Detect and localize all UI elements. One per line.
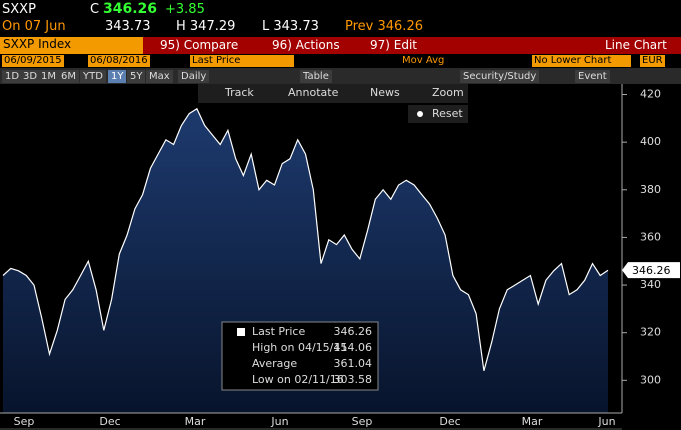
- edit[interactable]: 97) Edit: [370, 38, 418, 52]
- area: [3, 108, 608, 414]
- high: H 347.29: [176, 19, 236, 34]
- y-tick-label: 360: [640, 230, 661, 243]
- x-tick-label: Jun: [597, 415, 615, 428]
- tool-track[interactable]: Track: [224, 86, 254, 99]
- study[interactable]: Mov Avg: [400, 55, 447, 67]
- button[interactable]: 3D: [20, 70, 41, 83]
- last-value: 346.26: [632, 264, 671, 277]
- ticker: SXXP: [2, 2, 36, 17]
- currency[interactable]: EUR: [640, 55, 665, 67]
- price: 346.26: [103, 1, 158, 17]
- button[interactable]: Event: [575, 70, 610, 83]
- button[interactable]: Security/Study: [460, 70, 540, 83]
- button-bar: 1D 3D 1M 6M YTD 1Y 5Y Max Daily Table Security/Stu…: [0, 68, 681, 84]
- legend-row-label: Average: [252, 357, 297, 370]
- button[interactable]: Daily: [178, 70, 210, 83]
- legend-row-value: 303.58: [334, 373, 373, 386]
- open: 343.73: [105, 19, 151, 34]
- security[interactable]: SXXP Index: [0, 37, 143, 54]
- y-tick-label: 420: [640, 88, 661, 101]
- legend-value: 346.26: [334, 325, 373, 338]
- prev: Prev 346.26: [345, 19, 423, 34]
- start-date[interactable]: 06/09/2015: [2, 55, 64, 67]
- legend-swatch: [237, 328, 245, 336]
- y-tick-label: 380: [640, 183, 661, 196]
- button[interactable]: YTD: [80, 70, 106, 83]
- button[interactable]: 1D: [2, 70, 23, 83]
- button[interactable]: 6M: [58, 70, 79, 83]
- chart: 300 320 340 360 380 400 420 346.26 Sep Dec Mar Jun S…: [0, 84, 680, 430]
- tool-annotate[interactable]: Annotate: [288, 86, 339, 99]
- view[interactable]: Line Chart: [605, 38, 667, 52]
- end-date[interactable]: 06/08/2016: [88, 55, 150, 67]
- legend-row-label: High on 04/15/15: [252, 341, 347, 354]
- menu-bar: SXXP Index 95) Compare 96) Actions 97) E…: [0, 37, 681, 54]
- x-tick-label: Dec: [439, 415, 460, 428]
- button[interactable]: 5Y: [127, 70, 146, 83]
- x-tick-label: Mar: [185, 415, 206, 428]
- legend-row-value: 414.06: [334, 341, 373, 354]
- date: On 07 Jun: [2, 19, 66, 34]
- button[interactable]: Table: [300, 70, 332, 83]
- y-tick-label: 340: [640, 278, 661, 291]
- button[interactable]: 1Y: [108, 70, 127, 83]
- x-tick-label: Jun: [270, 415, 288, 428]
- quote-row: On 07 Jun 343.73 H 347.29 L 343.73 Prev …: [0, 17, 681, 37]
- field-bar: 06/09/2015 06/08/2016 Last Price Mov Avg…: [0, 54, 681, 68]
- actions[interactable]: 96) Actions: [272, 38, 340, 52]
- legend-label: Last Price: [252, 325, 305, 338]
- button[interactable]: Max: [146, 70, 173, 83]
- x-tick-label: Sep: [14, 415, 35, 428]
- line: [2, 107, 609, 371]
- legend-row-value: 361.04: [334, 357, 373, 370]
- button[interactable]: 1M: [38, 70, 59, 83]
- legend-bg: [221, 321, 379, 391]
- quote-bar: SXXP C 346.26 +3.85: [0, 0, 681, 20]
- compare[interactable]: 95) Compare: [160, 38, 239, 52]
- y-tick-label: 400: [640, 135, 661, 148]
- tool-news[interactable]: News: [370, 86, 400, 99]
- y-tick-label: 320: [640, 326, 661, 339]
- low: L 343.73: [262, 19, 319, 34]
- legend-row-label: Low on 02/11/16: [252, 373, 344, 386]
- last-tag: [622, 262, 680, 279]
- reset-button[interactable]: [408, 105, 468, 123]
- y-tick-label: 300: [640, 373, 661, 386]
- tool-zoom[interactable]: Zoom: [432, 86, 464, 99]
- field[interactable]: Last Price: [190, 55, 294, 67]
- reset-icon: [417, 111, 423, 117]
- toolbar: [198, 84, 468, 103]
- tool-reset[interactable]: Reset: [432, 107, 463, 120]
- x-tick-label: Sep: [352, 415, 373, 428]
- x-tick-label: Dec: [99, 415, 120, 428]
- change: +3.85: [165, 2, 205, 17]
- x-tick-label: Mar: [522, 415, 543, 428]
- flag: C: [90, 2, 100, 17]
- lower[interactable]: No Lower Chart: [532, 55, 631, 67]
